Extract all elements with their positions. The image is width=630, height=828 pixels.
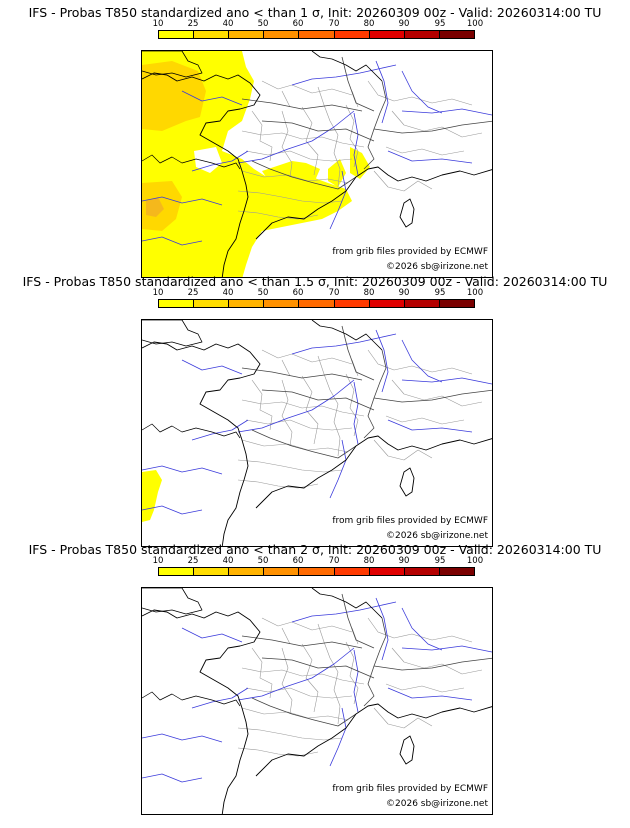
legend-ticks: 10 25 40 50 60 70 80 90 95 100 <box>0 288 630 298</box>
legend-swatch <box>264 568 300 575</box>
legend-swatch <box>229 568 265 575</box>
legend-tick: 100 <box>466 19 484 29</box>
france-map: from grib files provided by ECMWF ©2026 … <box>141 587 493 815</box>
map-panel-3: IFS - Probas T850 standardized ano < tha… <box>0 542 630 815</box>
legend-ticks: 10 25 40 50 60 70 80 90 95 100 <box>0 19 630 29</box>
legend-swatch <box>369 31 405 38</box>
legend-swatch <box>159 300 195 307</box>
legend-swatch <box>334 31 370 38</box>
legend-swatch <box>229 31 265 38</box>
legend-tick: 60 <box>292 288 304 298</box>
legend-tick: 80 <box>363 288 375 298</box>
legend-swatch <box>264 31 300 38</box>
legend-tick: 95 <box>434 556 446 566</box>
legend-tick: 90 <box>398 19 410 29</box>
legend-tick: 40 <box>222 19 234 29</box>
probability-area <box>142 51 370 277</box>
data-credit: from grib files provided by ECMWF <box>332 247 488 257</box>
legend-tick: 40 <box>222 288 234 298</box>
france-map: from grib files provided by ECMWF ©2026 … <box>141 319 493 547</box>
legend-tick: 80 <box>363 19 375 29</box>
map-drawing <box>142 320 492 546</box>
legend-swatch <box>404 31 440 38</box>
data-credit: from grib files provided by ECMWF <box>332 784 488 794</box>
legend-tick: 40 <box>222 556 234 566</box>
legend-tick: 70 <box>328 19 340 29</box>
legend-swatch <box>229 300 265 307</box>
legend-swatch <box>439 31 474 38</box>
france-map: from grib files provided by ECMWF ©2026 … <box>141 50 493 278</box>
legend-tick: 50 <box>257 19 269 29</box>
map-panel-2: IFS - Probas T850 standardized ano < tha… <box>0 274 630 547</box>
legend-tick: 25 <box>187 288 199 298</box>
legend-swatch <box>369 300 405 307</box>
legend-colorbar <box>158 299 475 308</box>
map-panel-1: IFS - Probas T850 standardized ano < tha… <box>0 5 630 278</box>
map-title: IFS - Probas T850 standardized ano < tha… <box>28 5 602 20</box>
map-drawing <box>142 51 492 277</box>
legend-tick: 90 <box>398 288 410 298</box>
legend-tick: 50 <box>257 288 269 298</box>
map-title: IFS - Probas T850 standardized ano < tha… <box>28 542 602 557</box>
data-credit: from grib files provided by ECMWF <box>332 516 488 526</box>
legend-tick: 80 <box>363 556 375 566</box>
legend-tick: 60 <box>292 556 304 566</box>
legend-tick: 95 <box>434 288 446 298</box>
copyright: ©2026 sb@irizone.net <box>386 531 488 541</box>
legend-tick: 10 <box>152 556 164 566</box>
legend-tick: 50 <box>257 556 269 566</box>
legend-tick: 70 <box>328 556 340 566</box>
legend-colorbar <box>158 567 475 576</box>
legend-swatch <box>194 31 230 38</box>
legend-tick: 100 <box>466 288 484 298</box>
legend-swatch <box>194 300 230 307</box>
legend-tick: 10 <box>152 288 164 298</box>
legend-tick: 90 <box>398 556 410 566</box>
copyright: ©2026 sb@irizone.net <box>386 799 488 809</box>
legend-swatch <box>404 300 440 307</box>
legend-swatch <box>299 568 335 575</box>
legend-swatch <box>159 568 195 575</box>
map-title: IFS - Probas T850 standardized ano < tha… <box>22 274 608 289</box>
legend-swatch <box>299 31 335 38</box>
legend-swatch <box>264 300 300 307</box>
legend-colorbar <box>158 30 475 39</box>
map-drawing <box>142 588 492 814</box>
legend-tick: 10 <box>152 19 164 29</box>
legend-tick: 95 <box>434 19 446 29</box>
legend-tick: 70 <box>328 288 340 298</box>
legend-swatch <box>404 568 440 575</box>
legend-swatch <box>334 300 370 307</box>
legend-tick: 25 <box>187 556 199 566</box>
legend-swatch <box>299 300 335 307</box>
legend-tick: 100 <box>466 556 484 566</box>
legend-swatch <box>334 568 370 575</box>
copyright: ©2026 sb@irizone.net <box>386 262 488 272</box>
legend-swatch <box>439 568 474 575</box>
legend-swatch <box>439 300 474 307</box>
legend-swatch <box>159 31 195 38</box>
legend-swatch <box>369 568 405 575</box>
legend-tick: 25 <box>187 19 199 29</box>
legend-swatch <box>194 568 230 575</box>
legend-tick: 60 <box>292 19 304 29</box>
legend-ticks: 10 25 40 50 60 70 80 90 95 100 <box>0 556 630 566</box>
probability-area <box>142 470 162 522</box>
